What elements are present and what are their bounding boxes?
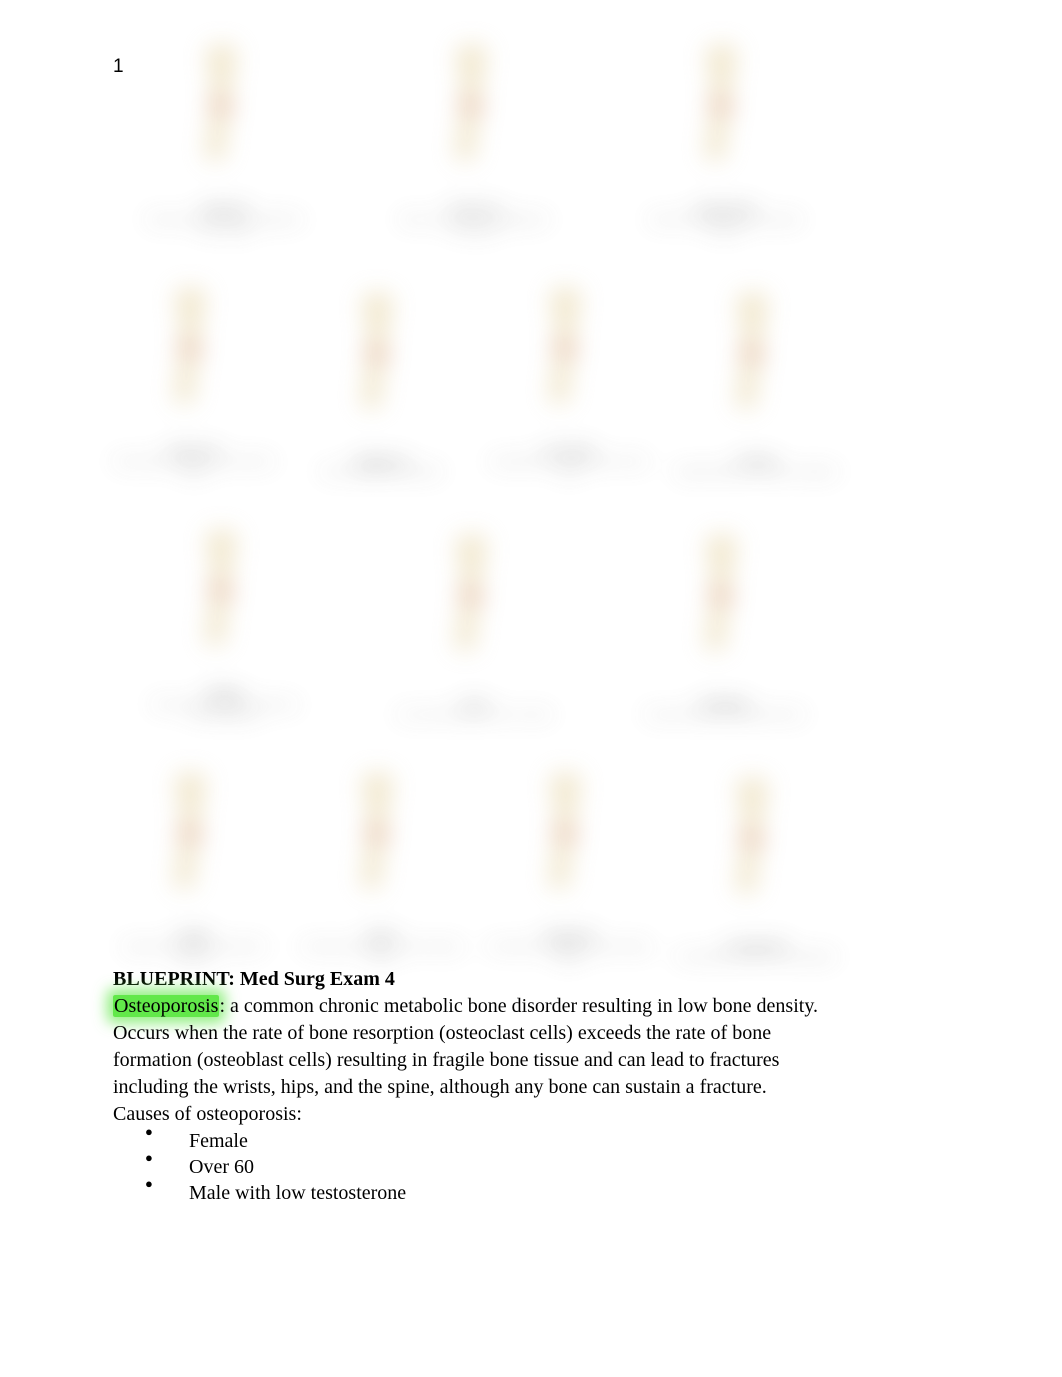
fracture-type-title: Pathologic [700, 698, 750, 710]
fracture-type-desc: bone broken in two places leaving a floa… [489, 942, 649, 962]
fracture-type-desc: broken ends of bone are driven together … [145, 215, 305, 235]
causes-list: FemaleOver 60Male with low testosterone [113, 1128, 853, 1206]
fracture-type-cell: Spiralbreak spirals around the bone from… [288, 728, 476, 971]
fracture-type-title: Transverse [449, 203, 501, 215]
cause-item: Male with low testosterone [161, 1180, 853, 1206]
osteoporosis-definition: Osteoporosis: a common chronic metabolic… [113, 993, 853, 1101]
fracture-type-title: Stress [461, 698, 489, 710]
bone-illustration [608, 8, 842, 199]
fracture-type-desc: fracture from disease that weakens the b… [646, 710, 804, 720]
blueprint-heading: BLUEPRINT: Med Surg Exam 4 [113, 968, 853, 991]
fracture-type-desc: fragment pulled away by tendon or ligame… [676, 467, 836, 477]
fracture-type-desc: tiny crack from repetitive force or over… [399, 710, 551, 720]
bone-illustration [108, 251, 280, 442]
bone-illustration [108, 493, 342, 684]
bone-illustration [671, 251, 843, 452]
fracture-type-desc: vertebrae collapse from pressure along t… [645, 215, 805, 235]
fracture-type-cell: Epiphysealfracture through the growth pl… [288, 243, 476, 486]
fracture-type-desc: incomplete break; one side bends, the ot… [489, 457, 649, 477]
bone-illustration [483, 251, 655, 442]
fracture-type-title: Impacted [203, 203, 248, 215]
fracture-type-desc: single clean break; bone ends maintain a… [114, 942, 274, 962]
fracture-type-cell: Simplesingle clean break; bone ends main… [100, 728, 288, 971]
definition-text: : a common chronic metabolic bone disord… [113, 995, 818, 1098]
fracture-type-cell: Stresstiny crack from repetitive force o… [350, 485, 600, 728]
causes-heading: Causes of osteoporosis: [113, 1103, 853, 1126]
fracture-type-cell: Comminutedbone shattered into three or m… [663, 728, 851, 971]
bone-illustration [296, 736, 468, 927]
fracture-type-title: Oblique [206, 688, 244, 700]
bone-illustration [608, 493, 842, 694]
fracture-type-desc: broken skull bone driven inward from blu… [114, 457, 274, 477]
bone-illustration [358, 493, 592, 694]
bone-illustration [108, 8, 342, 199]
bone-illustration [671, 736, 843, 937]
fracture-type-desc: break occurs diagonally across the bone … [145, 700, 305, 720]
fracture-type-cell: Transversebreak is across the bone at ri… [350, 0, 600, 243]
fracture-type-title: Compression [694, 203, 756, 215]
document-content: BLUEPRINT: Med Surg Exam 4 Osteoporosis:… [113, 968, 853, 1206]
fracture-type-cell: Compressionvertebrae collapse from press… [600, 0, 850, 243]
fracture-type-desc: fracture through the growth plate [322, 467, 441, 477]
bone-illustration [358, 8, 592, 199]
bone-illustration [296, 251, 468, 452]
cause-item: Female [161, 1128, 853, 1154]
fracture-type-cell: Segmentalbone broken in two places leavi… [475, 728, 663, 971]
highlight-osteoporosis: Osteoporosis [113, 995, 219, 1017]
fracture-type-cell: Avulsionfragment pulled away by tendon o… [663, 243, 851, 486]
cause-item: Over 60 [161, 1154, 853, 1180]
fracture-type-cell: Depressedbroken skull bone driven inward… [100, 243, 288, 486]
fracture-type-cell: Pathologicfracture from disease that wea… [600, 485, 850, 728]
fracture-type-cell: Obliquebreak occurs diagonally across th… [100, 485, 350, 728]
fracture-type-desc: break is across the bone at right angles… [395, 215, 555, 235]
fracture-type-desc: break spirals around the bone from twist… [301, 942, 461, 962]
fracture-type-cell: Impactedbroken ends of bone are driven t… [100, 0, 350, 243]
fracture-type-cell: Greenstickincomplete break; one side ben… [475, 243, 663, 486]
bone-illustration [483, 736, 655, 927]
bone-illustration [108, 736, 280, 927]
fracture-types-figure: Impactedbroken ends of bone are driven t… [100, 0, 850, 970]
fracture-type-desc: bone shattered into three or more fragme… [678, 952, 835, 962]
